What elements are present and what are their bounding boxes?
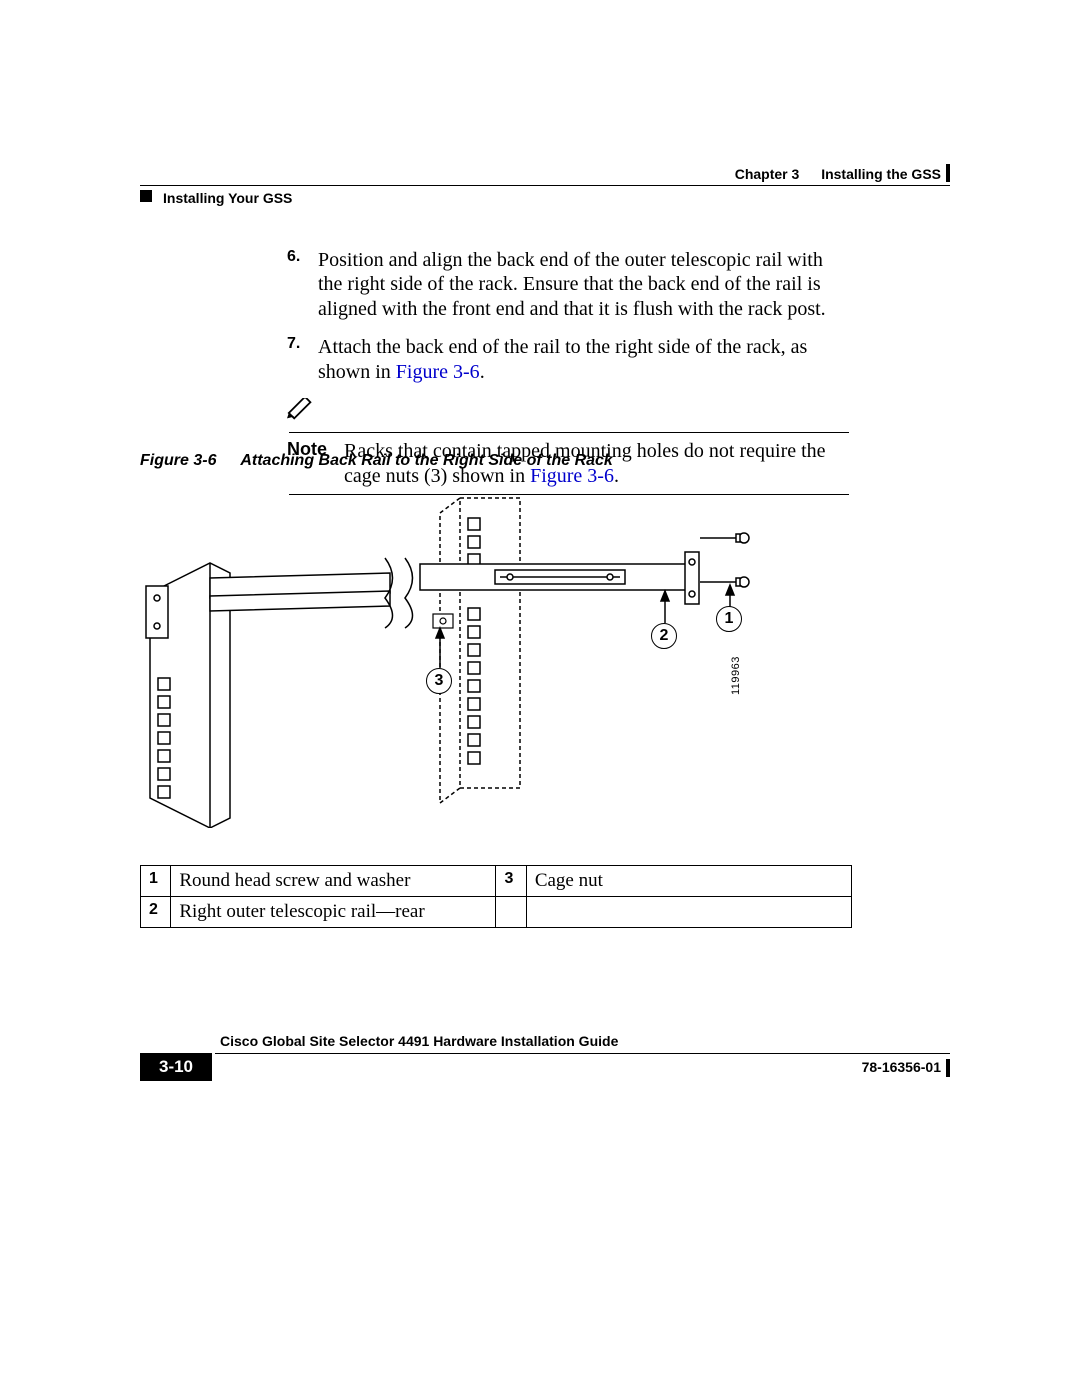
table-row: 2 Right outer telescopic rail—rear: [141, 897, 852, 928]
legend-value: Right outer telescopic rail—rear: [171, 897, 496, 928]
step-text-pre: Attach the back end of the rail to the r…: [318, 336, 807, 382]
figure-label: Figure 3-6: [140, 452, 216, 469]
legend-key: 3: [496, 866, 526, 897]
section-title: Installing Your GSS: [163, 190, 292, 206]
legend-key: 1: [141, 866, 171, 897]
note-rule: [289, 432, 849, 433]
callout-legend-table: 1 Round head screw and washer 3 Cage nut…: [140, 865, 852, 928]
figure-diagram: 3 2 1: [140, 478, 750, 828]
header-right: Chapter 3 Installing the GSS: [735, 166, 941, 182]
callout-3: 3: [426, 668, 452, 694]
legend-value: Cage nut: [526, 866, 851, 897]
legend-value: Round head screw and washer: [171, 866, 496, 897]
chapter-label: Chapter 3: [735, 166, 800, 182]
figure-title: Attaching Back Rail to the Right Side of…: [240, 452, 613, 469]
legend-key: [496, 897, 526, 928]
callout-2: 2: [651, 623, 677, 649]
header-rule: [140, 185, 950, 186]
document-page: Chapter 3 Installing the GSS Installing …: [0, 0, 1080, 1397]
footer-page-number: 3-10: [140, 1053, 212, 1081]
figure-link[interactable]: Figure 3-6: [396, 361, 480, 383]
step-text-post: .: [480, 361, 485, 383]
figure-image-id: 119963: [730, 656, 742, 695]
footer-rule: [215, 1053, 950, 1054]
table-row: 1 Round head screw and washer 3 Cage nut: [141, 866, 852, 897]
header-bar-icon: [946, 164, 950, 182]
note-pencil-icon: [287, 398, 317, 422]
header-square-icon: [140, 190, 152, 202]
chapter-title: Installing the GSS: [821, 166, 941, 182]
legend-value: [526, 897, 851, 928]
footer-book-title: Cisco Global Site Selector 4491 Hardware…: [220, 1033, 618, 1049]
footer-doc-number: 78-16356-01: [862, 1059, 941, 1075]
step-text: Attach the back end of the rail to the r…: [318, 335, 848, 384]
step-number: 7.: [287, 335, 313, 353]
step-7: 7. Attach the back end of the rail to th…: [287, 335, 852, 384]
figure-caption: Figure 3-6 Attaching Back Rail to the Ri…: [140, 452, 613, 470]
footer-bar-icon: [946, 1059, 950, 1077]
step-6: 6. Position and align the back end of th…: [287, 248, 852, 321]
step-number: 6.: [287, 248, 313, 266]
legend-key: 2: [141, 897, 171, 928]
callout-1: 1: [716, 606, 742, 632]
step-text: Position and align the back end of the o…: [318, 248, 848, 321]
